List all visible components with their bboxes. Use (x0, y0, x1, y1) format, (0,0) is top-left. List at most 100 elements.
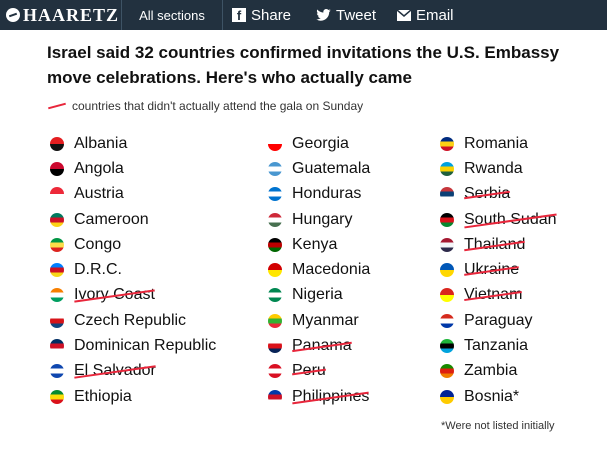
country-flag-icon (440, 339, 454, 354)
logo-text: HAARETZ (23, 4, 120, 25)
did-not-attend-strike (292, 391, 370, 404)
country-item: Serbia (440, 182, 557, 207)
country-flag-icon (440, 288, 454, 303)
country-flag-icon (50, 339, 64, 354)
legend-label: countries that didn't actually attend th… (72, 99, 364, 113)
country-name: Georgia (292, 134, 349, 152)
country-name: Vietnam (464, 286, 522, 304)
country-item: South Sudan (440, 207, 557, 232)
country-name: Panama (292, 337, 352, 355)
country-item: Tanzania (440, 333, 557, 358)
country-flag-icon (440, 313, 454, 328)
country-name: Philippines (292, 388, 369, 406)
country-flag-icon (440, 136, 454, 151)
country-flag-icon (268, 136, 282, 151)
country-name: Ukraine (464, 261, 519, 279)
country-item: Angola (50, 156, 216, 181)
country-name: Kenya (292, 235, 338, 253)
country-name: Peru (292, 362, 326, 380)
country-name: Dominican Republic (74, 337, 217, 355)
country-flag-icon (268, 161, 282, 176)
twitter-share-button[interactable]: Tweet (316, 0, 376, 30)
country-flag-icon (268, 237, 282, 252)
country-flag-icon (440, 364, 454, 379)
country-flag-icon (268, 313, 282, 328)
top-bar: HAARETZ All sections f Share Tweet Email (0, 0, 607, 30)
country-flag-icon (268, 288, 282, 303)
country-item: Paraguay (440, 308, 557, 333)
country-item: Austria (50, 182, 216, 207)
envelope-icon (397, 9, 411, 21)
country-flag-icon (50, 237, 64, 252)
country-name: Rwanda (464, 159, 523, 177)
country-item: Czech Republic (50, 308, 216, 333)
country-flag-icon (50, 313, 64, 328)
country-item: D.R.C. (50, 257, 216, 282)
country-name: Tanzania (464, 337, 529, 355)
country-name: Paraguay (464, 311, 533, 329)
country-flag-icon (268, 263, 282, 278)
country-name: Macedonia (292, 261, 371, 279)
country-item: Ivory Coast (50, 283, 216, 308)
country-item: Guatemala (268, 156, 370, 181)
country-item: El Salvador (50, 359, 216, 384)
country-name: Angola (74, 159, 124, 177)
country-name: Romania (464, 134, 529, 152)
logo-mark-icon (6, 8, 20, 22)
country-flag-icon (440, 161, 454, 176)
facebook-icon: f (232, 8, 246, 23)
did-not-attend-strike (292, 341, 352, 353)
twitter-icon (316, 9, 331, 21)
country-flag-icon (50, 136, 64, 151)
facebook-share-button[interactable]: f Share (232, 0, 291, 30)
country-flag-icon (50, 187, 64, 202)
country-name: Serbia (464, 185, 510, 203)
facebook-share-label: Share (251, 6, 292, 24)
email-share-button[interactable]: Email (397, 0, 454, 30)
country-name: Albania (74, 134, 128, 152)
country-flag-icon (440, 263, 454, 278)
country-flag-icon (440, 237, 454, 252)
country-item: Peru (268, 359, 370, 384)
did-not-attend-strike (464, 291, 523, 302)
country-name: Ivory Coast (74, 286, 155, 304)
country-item: Honduras (268, 182, 370, 207)
country-item: Ukraine (440, 257, 557, 282)
country-column-3: Romania Rwanda Serbia South Sudan Thailand Uk… (440, 131, 557, 409)
country-item: Vietnam (440, 283, 557, 308)
country-name: Guatemala (292, 159, 371, 177)
country-flag-icon (268, 389, 282, 404)
country-flag-icon (440, 212, 454, 227)
country-item: Ethiopia (50, 384, 216, 409)
country-item: Nigeria (268, 283, 370, 308)
country-column-1: Albania Angola Austria Cameroon Congo D.R.C. I… (50, 131, 216, 409)
country-flag-icon (50, 263, 64, 278)
country-item: Cameroon (50, 207, 216, 232)
country-item: Thailand (440, 232, 557, 257)
country-flag-icon (268, 364, 282, 379)
legend: countries that didn't actually attend th… (48, 98, 363, 114)
country-column-2: Georgia Guatemala Honduras Hungary Kenya Mace… (268, 131, 370, 409)
haaretz-logo[interactable]: HAARETZ (6, 4, 120, 25)
country-name: Cameroon (74, 210, 149, 228)
country-name: Hungary (292, 210, 353, 228)
country-flag-icon (440, 389, 454, 404)
country-flag-icon (50, 288, 64, 303)
did-not-attend-strike (464, 266, 520, 276)
footnote: *Were not listed initially (441, 420, 555, 432)
country-flag-icon (50, 161, 64, 176)
country-item: Panama (268, 333, 370, 358)
did-not-attend-strike (464, 191, 511, 200)
page-title: Israel said 32 countries confirmed invit… (47, 43, 560, 87)
country-item: Rwanda (440, 156, 557, 181)
did-not-attend-strike (74, 365, 156, 379)
country-flag-icon (440, 187, 454, 202)
country-name: Thailand (464, 236, 525, 254)
country-name: Bosnia* (464, 387, 520, 405)
country-name: Nigeria (292, 286, 343, 304)
country-name: D.R.C. (74, 261, 122, 279)
all-sections-button[interactable]: All sections (121, 0, 223, 30)
country-item: Romania (440, 131, 557, 156)
did-not-attend-strike (464, 213, 557, 228)
